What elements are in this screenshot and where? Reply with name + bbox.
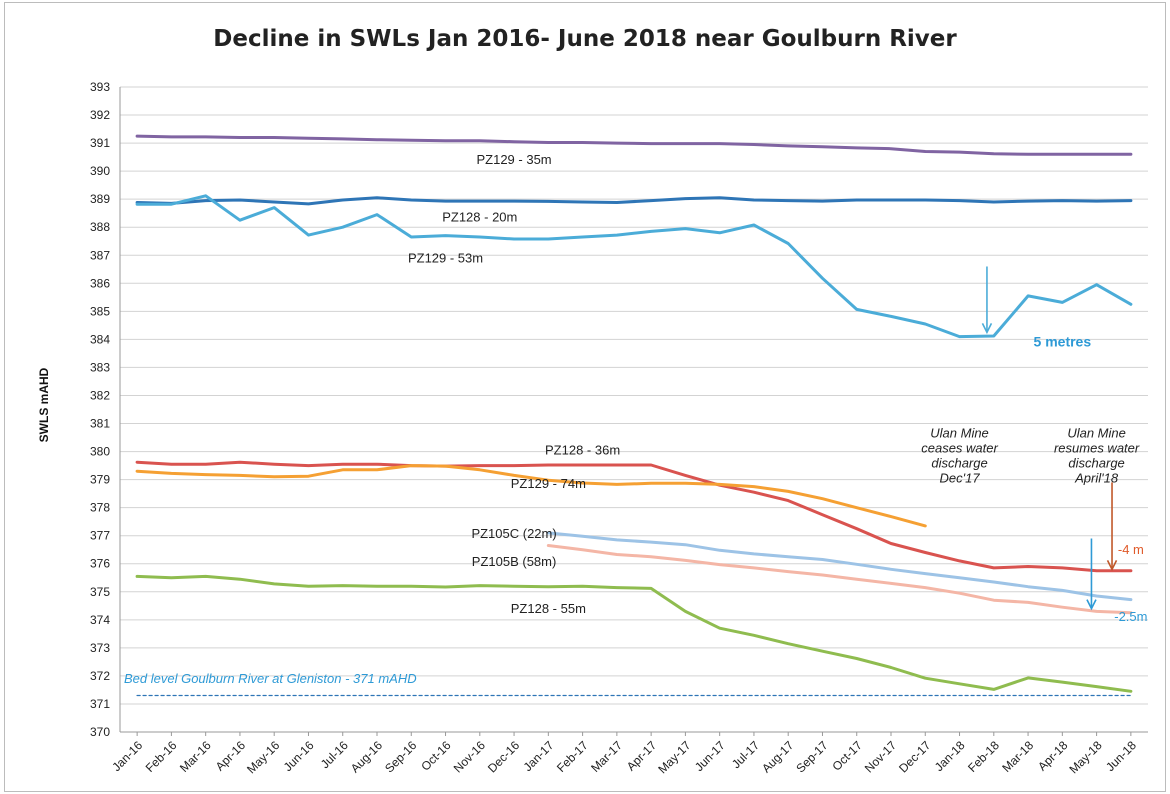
arrow-head [1086, 599, 1097, 611]
annotation-line: discharge [1068, 456, 1124, 471]
x-tick-label: May-17 [655, 738, 693, 776]
gridlines [120, 86, 1148, 733]
series-lines [135, 134, 1133, 697]
y-tick-label: 379 [90, 473, 110, 487]
y-tick-label: 392 [90, 108, 110, 122]
series-label: PZ128 - 36m [545, 442, 620, 457]
x-tick-label: Nov-16 [451, 738, 488, 775]
x-tick-label: Dec-17 [896, 738, 933, 775]
annotation-line: ceases water [921, 441, 998, 456]
x-tick-label: Apr-18 [1035, 738, 1071, 774]
y-tick-label: 383 [90, 360, 110, 374]
x-tick-label: Jan-17 [521, 738, 557, 774]
y-tick-label: 387 [90, 248, 110, 262]
x-tick-label: Mar-17 [588, 738, 625, 775]
series-line [135, 196, 1133, 206]
x-tick-label: Jun-17 [692, 738, 728, 774]
x-tick-label: Sep-17 [793, 738, 830, 775]
series-label: PZ129 - 53m [408, 250, 483, 265]
y-tick-label: 371 [90, 697, 110, 711]
series-label: PZ105B (58m) [472, 554, 557, 569]
series-line [135, 194, 1133, 339]
x-tick-label: Feb-18 [965, 738, 1002, 775]
x-tick-label: Jun-16 [281, 738, 317, 774]
annotation-line: Ulan Mine [930, 426, 989, 441]
series-labels: PZ129 - 35m PZ128 - 20m PZ129 - 53m PZ128 -… [408, 152, 620, 616]
y-tick-label: 370 [90, 725, 110, 739]
annotation-line: Ulan Mine [1067, 426, 1126, 441]
series-line [135, 460, 1133, 573]
annotation-note: Ulan Mine ceases water discharge Dec'17 [921, 426, 998, 486]
series-line [546, 544, 1133, 615]
series-line [135, 134, 1133, 156]
y-tick-label: 376 [90, 557, 110, 571]
x-tick-label: Jan-16 [109, 738, 145, 774]
annotation-text: -2.5m [1114, 609, 1147, 624]
x-tick-label: Jul-16 [318, 738, 351, 771]
x-tick-label: Jun-18 [1103, 738, 1139, 774]
arrow-head [981, 323, 993, 335]
annotation-note: Ulan Mine resumes water discharge April'18 [1054, 426, 1140, 486]
y-tick-label: 375 [90, 585, 110, 599]
series-label: PZ128 - 55m [511, 601, 586, 616]
x-tick-label: Mar-16 [177, 738, 214, 775]
series-label: PZ129 - 74m [511, 476, 586, 491]
chart-frame [4, 2, 1166, 792]
annotation-line: April'18 [1074, 471, 1119, 486]
x-tick-label: Jul-17 [729, 738, 762, 771]
y-tick-label: 373 [90, 641, 110, 655]
x-tick-label: Oct-16 [418, 738, 454, 774]
chart-title: Decline in SWLs Jan 2016- June 2018 near… [213, 26, 957, 52]
y-tick-label: 385 [90, 304, 110, 318]
series-line [135, 464, 927, 528]
y-tick-label: 378 [90, 501, 110, 515]
x-tick-label: Aug-16 [348, 738, 385, 775]
y-tick-label: 380 [90, 445, 110, 459]
y-tick-label: 377 [90, 529, 110, 543]
x-tick-label: Feb-16 [143, 738, 180, 775]
y-tick-label: 389 [90, 192, 110, 206]
y-tick-label: 393 [90, 80, 110, 94]
arrow-head [1106, 559, 1118, 572]
annotation-text: -4 m [1118, 542, 1144, 557]
y-tick-label: 384 [90, 332, 110, 346]
annotation-text: 5 metres [1034, 333, 1092, 349]
annotation-line: Dec'17 [940, 471, 981, 486]
series-label: PZ128 - 20m [442, 210, 517, 225]
y-tick-label: 374 [90, 613, 110, 627]
y-tick-label: 372 [90, 669, 110, 683]
x-tick-label: Sep-16 [382, 738, 419, 775]
series-line [135, 574, 1133, 693]
x-tick-label: May-18 [1067, 738, 1105, 776]
x-tick-label: Aug-17 [759, 738, 796, 775]
annotation-text: Bed level Goulburn River at Gleniston - … [124, 671, 417, 686]
series-line [546, 531, 1133, 602]
y-tick-label: 381 [90, 417, 110, 431]
x-tick-label: Dec-16 [485, 738, 522, 775]
x-tick-label: May-16 [244, 738, 282, 776]
x-tick-label: Jan-18 [932, 738, 968, 774]
y-tick-label: 388 [90, 220, 110, 234]
series-label: PZ105C (22m) [471, 526, 556, 541]
y-tick-label: 382 [90, 388, 110, 402]
x-tick-label: Apr-16 [213, 738, 249, 774]
x-tick-label: Feb-17 [554, 738, 591, 775]
x-tick-label: Apr-17 [624, 738, 660, 774]
y-tick-label: 390 [90, 164, 110, 178]
x-tick-label: Nov-17 [862, 738, 899, 775]
y-tick-label: 391 [90, 136, 110, 150]
x-tick-label: Mar-18 [999, 738, 1036, 775]
annotation-line: discharge [931, 456, 987, 471]
y-tick-label: 386 [90, 276, 110, 290]
x-tick-label: Oct-17 [829, 738, 865, 774]
annotation-line: resumes water [1054, 441, 1140, 456]
series-label: PZ129 - 35m [476, 152, 551, 167]
